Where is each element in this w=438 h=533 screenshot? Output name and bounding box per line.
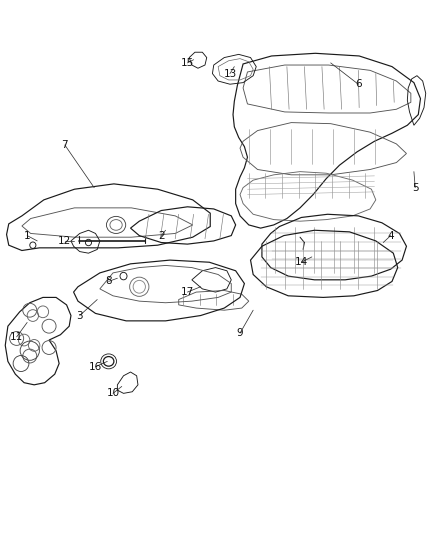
Text: 12: 12 <box>58 236 71 246</box>
Text: 14: 14 <box>295 257 308 267</box>
Text: 4: 4 <box>387 231 394 240</box>
Text: 8: 8 <box>105 277 112 286</box>
Text: 5: 5 <box>412 183 419 192</box>
Text: 11: 11 <box>10 332 23 342</box>
Text: 17: 17 <box>181 287 194 297</box>
Text: 16: 16 <box>89 362 102 372</box>
Text: 13: 13 <box>223 69 237 78</box>
Text: 10: 10 <box>106 389 120 398</box>
Text: 2: 2 <box>158 231 165 240</box>
Text: 15: 15 <box>181 58 194 68</box>
Text: 9: 9 <box>237 328 244 338</box>
Text: 1: 1 <box>24 231 31 240</box>
Text: 3: 3 <box>76 311 83 320</box>
Text: 7: 7 <box>61 140 68 150</box>
Text: 6: 6 <box>355 79 362 89</box>
